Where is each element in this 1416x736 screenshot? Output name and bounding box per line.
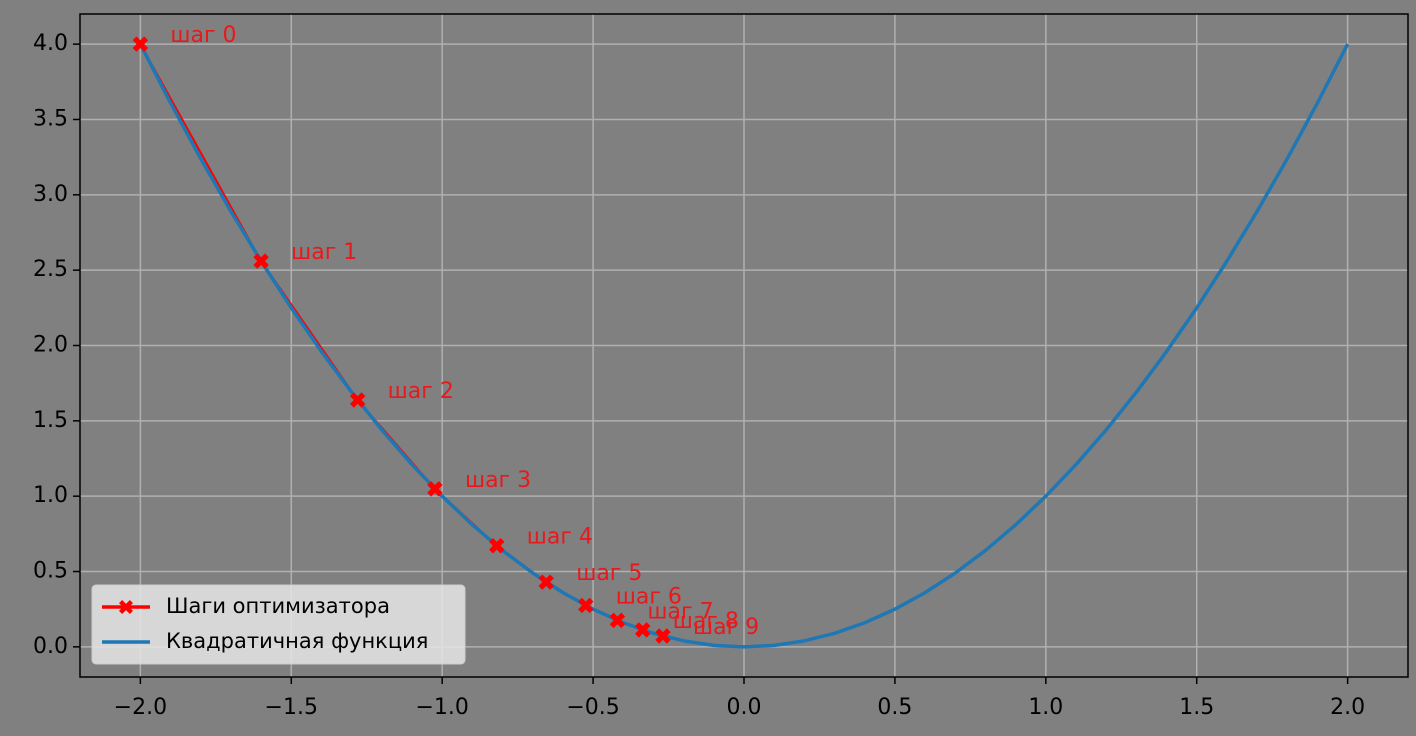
step-marker — [578, 597, 594, 614]
y-tick-label: 1.5 — [33, 408, 68, 433]
step-label: шаг 0 — [170, 23, 236, 48]
step-marker — [349, 392, 366, 408]
step-label: шаг 8 — [673, 609, 739, 634]
step-marker — [655, 628, 671, 644]
legend-label: Квадратичная функция — [166, 629, 428, 653]
x-tick-label: −1.0 — [415, 695, 468, 720]
y-tick-label: 4.0 — [33, 31, 68, 56]
y-tick-label: 2.0 — [33, 333, 68, 358]
y-tick-label: 3.0 — [33, 182, 68, 207]
step-label: шаг 6 — [616, 584, 682, 609]
x-tick-label: 1.0 — [1028, 695, 1063, 720]
step-marker — [538, 574, 554, 590]
step-marker — [427, 481, 443, 497]
legend-marker — [119, 600, 133, 614]
x-tick-label: −2.0 — [114, 695, 167, 720]
step-marker — [609, 612, 626, 629]
y-tick-label: 0.5 — [33, 559, 68, 584]
step-label: шаг 7 — [647, 599, 713, 624]
step-label: шаг 2 — [388, 379, 454, 404]
step-marker — [489, 538, 505, 554]
x-tick-label: 0.0 — [727, 695, 762, 720]
legend-box — [91, 584, 466, 665]
y-tick-label: 1.0 — [33, 483, 68, 508]
x-tick-label: 0.5 — [877, 695, 912, 720]
x-tick-label: 2.0 — [1330, 695, 1365, 720]
step-marker — [253, 253, 269, 269]
step-label: шаг 4 — [527, 525, 593, 550]
series-line — [138, 43, 1350, 649]
step-marker — [635, 622, 651, 638]
y-tick-label: 3.5 — [33, 106, 68, 131]
step-label: шаг 5 — [576, 561, 642, 586]
y-tick-label: 0.0 — [33, 634, 68, 659]
step-marker — [132, 36, 149, 52]
x-tick-label: −1.5 — [265, 695, 318, 720]
step-label: шаг 9 — [693, 615, 759, 640]
legend-label: Шаги оптимизатора — [166, 594, 390, 618]
step-label: шаг 1 — [291, 240, 357, 265]
step-label: шаг 3 — [465, 468, 531, 493]
ticks: −2.0 −1.5 −1.0 −0.5 0.0 0.5 1.0 1.5 2.0 0.0 0.5 1.0… — [33, 31, 1365, 720]
y-tick-label: 2.5 — [33, 257, 68, 282]
x-tick-label: 1.5 — [1179, 695, 1214, 720]
x-tick-label: −0.5 — [566, 695, 619, 720]
legend: Шаги оптимизатора Квадратичная функция — [91, 584, 466, 665]
